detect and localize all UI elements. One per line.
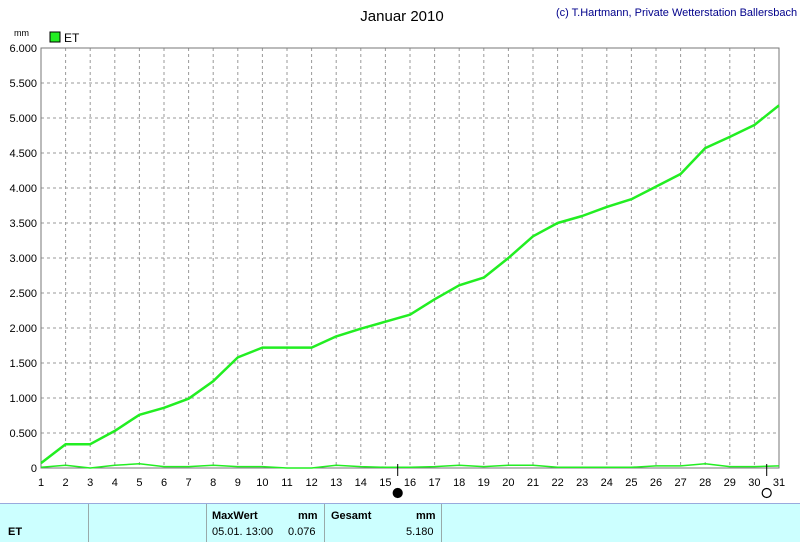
full-moon-icon — [392, 487, 403, 499]
footer-total-header: Gesamt — [331, 510, 372, 522]
x-tick-label: 13 — [330, 477, 342, 489]
x-tick-label: 16 — [404, 477, 416, 489]
x-tick-label: 7 — [186, 477, 192, 489]
x-tick-label: 30 — [748, 477, 760, 489]
x-tick-label: 15 — [379, 477, 391, 489]
y-tick-label: 2.000 — [9, 323, 37, 335]
y-tick-label: 6.000 — [9, 43, 37, 55]
footer-total-cell: Gesamt mm 5.180 — [325, 504, 442, 542]
x-tick-label: 23 — [576, 477, 588, 489]
x-tick-label: 31 — [773, 477, 785, 489]
footer-max-unit: mm — [298, 510, 318, 522]
x-tick-label: 12 — [305, 477, 317, 489]
x-tick-label: 28 — [699, 477, 711, 489]
footer-max-value: 0.076 — [288, 526, 316, 538]
y-tick-label: 0.500 — [9, 428, 37, 440]
new-moon-icon — [761, 487, 772, 499]
y-tick-label: 4.500 — [9, 148, 37, 160]
x-tick-label: 2 — [63, 477, 69, 489]
x-tick-label: 29 — [724, 477, 736, 489]
x-tick-label: 27 — [674, 477, 686, 489]
x-tick-label: 25 — [625, 477, 637, 489]
y-tick-label: 2.500 — [9, 288, 37, 300]
footer-total-value: 5.180 — [406, 526, 434, 538]
footer-max-datetime: 05.01. 13:00 — [212, 526, 274, 538]
legend-swatch-et — [49, 31, 61, 43]
chart-credit: (c) T.Hartmann, Private Wetterstation Ba… — [556, 7, 797, 19]
y-tick-label: 3.000 — [9, 253, 37, 265]
footer-max-cell: MaxWert mm 05.01. 13:00 0.076 — [207, 504, 325, 542]
x-tick-label: 9 — [235, 477, 241, 489]
footer-series-cell: ET — [0, 504, 89, 542]
x-tick-label: 19 — [478, 477, 490, 489]
x-tick-label: 6 — [161, 477, 167, 489]
x-tick-label: 20 — [502, 477, 514, 489]
x-tick-label: 24 — [601, 477, 613, 489]
x-tick-label: 22 — [551, 477, 563, 489]
evapotranspiration-chart: Januar 2010 (c) T.Hartmann, Private Wett… — [9, 7, 797, 499]
series-line-et-cumulative — [40, 104, 780, 465]
x-tick-label: 14 — [355, 477, 367, 489]
series-line-et-hourly — [40, 463, 780, 469]
y-axis-unit: mm — [14, 28, 29, 38]
x-tick-label: 10 — [256, 477, 268, 489]
y-tick-label: 4.000 — [9, 183, 37, 195]
footer-max-header: MaxWert — [212, 510, 258, 522]
x-tick-label: 17 — [428, 477, 440, 489]
y-tick-label: 5.000 — [9, 113, 37, 125]
x-tick-label: 21 — [527, 477, 539, 489]
y-tick-label: 5.500 — [9, 78, 37, 90]
x-tick-label: 5 — [136, 477, 142, 489]
y-tick-label: 1.000 — [9, 393, 37, 405]
y-tick-label: 1.500 — [9, 358, 37, 370]
footer-total-unit: mm — [416, 510, 436, 522]
x-tick-label: 1 — [38, 477, 44, 489]
x-tick-label: 3 — [87, 477, 93, 489]
chart-title: Januar 2010 — [360, 8, 443, 25]
x-tick-label: 4 — [112, 477, 118, 489]
y-tick-label: 0 — [31, 463, 37, 475]
legend-label-et: ET — [64, 31, 80, 45]
y-tick-label: 3.500 — [9, 218, 37, 230]
x-tick-label: 18 — [453, 477, 465, 489]
x-tick-label: 8 — [210, 477, 216, 489]
plot-area: 0 0.500 1.000 1.500 2.000 2.500 3.000 3.500 4.00… — [9, 43, 785, 499]
x-tick-label: 11 — [281, 477, 292, 489]
footer-series-label: ET — [8, 526, 23, 538]
summary-footer: ET MaxWert mm 05.01. 13:00 0.076 Gesamt … — [0, 503, 800, 542]
x-tick-label: 26 — [650, 477, 662, 489]
footer-empty-cell — [89, 504, 207, 542]
